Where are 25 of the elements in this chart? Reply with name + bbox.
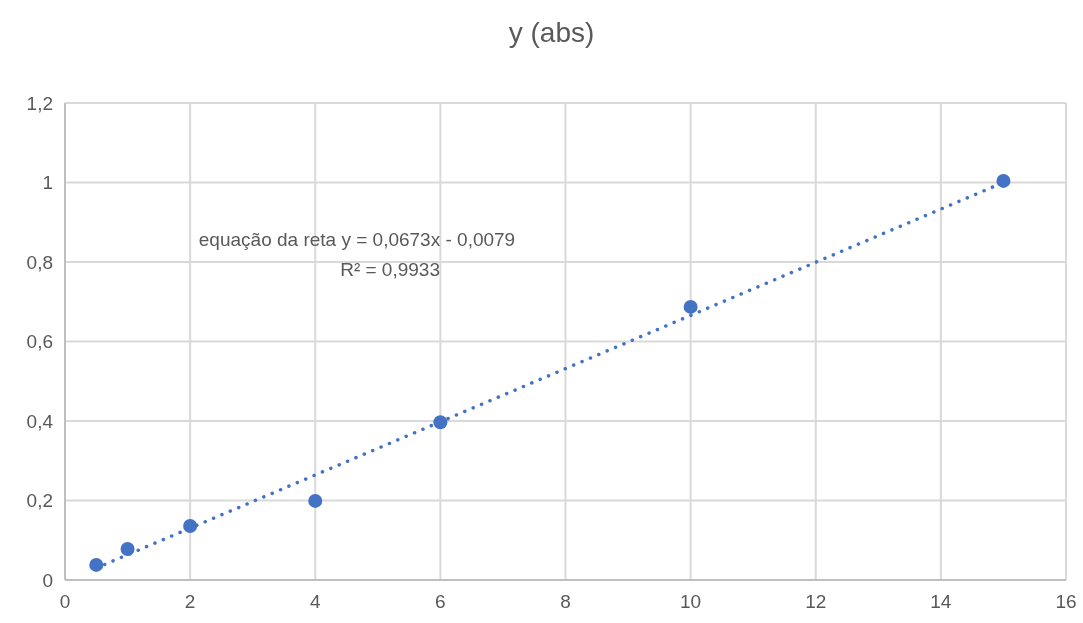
y-tick-label: 1,2	[26, 92, 53, 114]
x-tick-label: 16	[1055, 591, 1077, 612]
y-tick-label: 0,8	[26, 251, 53, 273]
y-tick-label: 0,6	[26, 331, 53, 353]
annotation: equação da reta y = 0,0673x - 0,0079	[198, 229, 516, 250]
x-tick-label: 2	[184, 591, 196, 612]
x-tick-label: 12	[805, 591, 827, 612]
x-tick-label: 4	[309, 591, 321, 612]
chart-title: y (abs)	[508, 17, 595, 48]
point	[433, 415, 448, 430]
y-tick-label: 0,2	[26, 490, 53, 512]
point	[89, 557, 104, 572]
point	[996, 173, 1011, 188]
x-tick-label: 8	[560, 591, 571, 612]
y-tick-label: 0,4	[26, 410, 54, 432]
point	[120, 542, 135, 556]
point	[683, 299, 698, 314]
x-tick-label: 0	[59, 591, 71, 612]
y-tick-label: 0	[42, 569, 53, 591]
x-tick-label: 10	[680, 591, 702, 612]
annotation: R² = 0,9933	[340, 259, 440, 280]
y-tick-label: 1	[42, 172, 53, 194]
point	[308, 493, 323, 508]
x-tick-label: 14	[930, 591, 952, 612]
x-tick-label: 6	[435, 591, 446, 612]
